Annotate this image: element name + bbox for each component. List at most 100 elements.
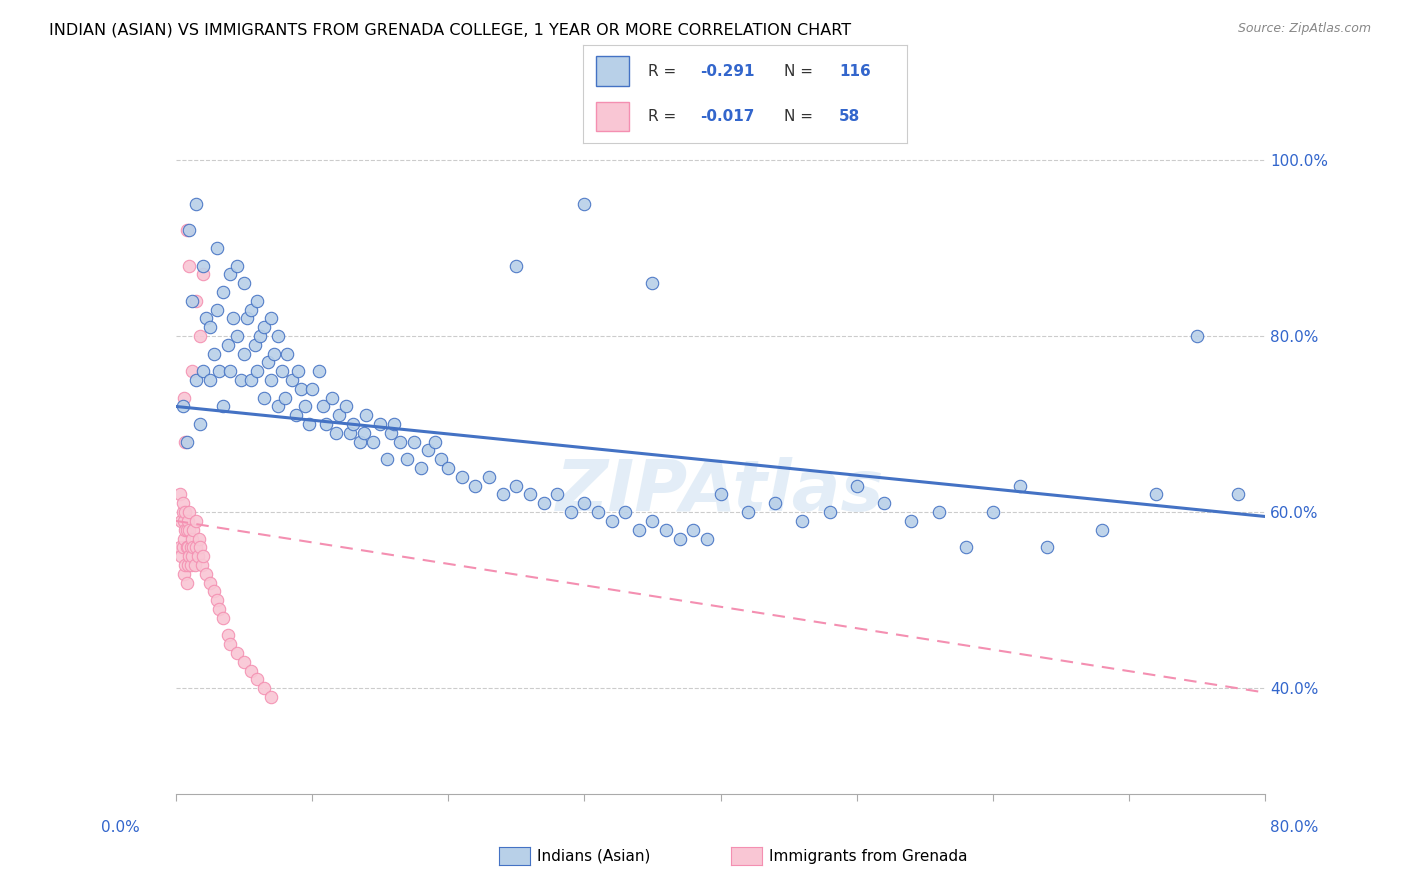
Point bbox=[176, 575, 198, 590]
Point bbox=[198, 320, 221, 334]
Point bbox=[1010, 478, 1032, 492]
Point bbox=[380, 425, 402, 440]
Point bbox=[294, 400, 316, 414]
Text: ZIPAtlas: ZIPAtlas bbox=[557, 458, 884, 526]
Point bbox=[246, 364, 269, 378]
Point bbox=[172, 400, 194, 414]
Point bbox=[232, 276, 254, 290]
Point bbox=[430, 452, 453, 467]
Point bbox=[321, 391, 343, 405]
Point bbox=[246, 293, 269, 308]
Point bbox=[219, 637, 242, 651]
Point bbox=[170, 549, 193, 563]
Point bbox=[710, 487, 733, 501]
Point bbox=[176, 541, 198, 555]
Point bbox=[212, 285, 235, 299]
Point bbox=[186, 549, 209, 563]
Point bbox=[818, 505, 841, 519]
Point bbox=[180, 541, 202, 555]
Point bbox=[308, 364, 330, 378]
Point bbox=[339, 425, 361, 440]
Point bbox=[173, 532, 195, 546]
Point bbox=[194, 566, 217, 581]
Point bbox=[173, 391, 195, 405]
Point bbox=[900, 514, 922, 528]
Point bbox=[184, 558, 207, 572]
Point bbox=[172, 541, 194, 555]
Point bbox=[249, 329, 271, 343]
FancyBboxPatch shape bbox=[596, 102, 628, 131]
Point bbox=[1144, 487, 1167, 501]
Text: -0.017: -0.017 bbox=[700, 109, 754, 124]
Point bbox=[170, 514, 193, 528]
Point bbox=[253, 320, 276, 334]
Point bbox=[181, 532, 204, 546]
Point bbox=[174, 558, 197, 572]
Point bbox=[226, 646, 249, 660]
Point bbox=[186, 373, 208, 387]
Point bbox=[1091, 523, 1114, 537]
Point bbox=[335, 400, 357, 414]
Point bbox=[450, 470, 472, 484]
Point bbox=[409, 461, 432, 475]
Point bbox=[492, 487, 515, 501]
Point bbox=[845, 478, 868, 492]
Point bbox=[356, 409, 378, 423]
Point bbox=[172, 496, 194, 510]
Point bbox=[179, 549, 201, 563]
Point bbox=[260, 373, 283, 387]
Text: N =: N = bbox=[785, 63, 818, 78]
Point bbox=[191, 259, 214, 273]
Point bbox=[315, 417, 337, 431]
Point bbox=[222, 311, 245, 326]
Point bbox=[212, 611, 235, 625]
Text: R =: R = bbox=[648, 109, 682, 124]
Point bbox=[188, 329, 211, 343]
Point bbox=[574, 197, 596, 211]
Point bbox=[792, 514, 814, 528]
Point bbox=[325, 425, 347, 440]
Point bbox=[202, 584, 225, 599]
Point bbox=[276, 346, 298, 360]
Point bbox=[574, 496, 596, 510]
Text: N =: N = bbox=[785, 109, 818, 124]
Point bbox=[219, 268, 242, 282]
Point bbox=[174, 505, 197, 519]
Point bbox=[416, 443, 439, 458]
Point bbox=[205, 241, 228, 255]
Point bbox=[194, 311, 217, 326]
Point bbox=[239, 302, 262, 317]
Point bbox=[208, 602, 231, 616]
Point bbox=[1187, 329, 1209, 343]
Point bbox=[181, 549, 204, 563]
Point bbox=[181, 364, 204, 378]
Point bbox=[655, 523, 678, 537]
Point bbox=[226, 259, 249, 273]
Text: 80.0%: 80.0% bbox=[1271, 821, 1319, 835]
Point bbox=[177, 541, 200, 555]
Point bbox=[600, 514, 623, 528]
Point bbox=[246, 673, 269, 687]
Point bbox=[614, 505, 637, 519]
Point bbox=[1036, 541, 1059, 555]
Point bbox=[179, 505, 201, 519]
Point bbox=[188, 417, 211, 431]
Text: INDIAN (ASIAN) VS IMMIGRANTS FROM GRENADA COLLEGE, 1 YEAR OR MORE CORRELATION CH: INDIAN (ASIAN) VS IMMIGRANTS FROM GRENAD… bbox=[49, 22, 852, 37]
Point bbox=[186, 541, 208, 555]
Point bbox=[361, 434, 384, 449]
Point bbox=[464, 478, 486, 492]
Point bbox=[202, 346, 225, 360]
Point bbox=[404, 434, 426, 449]
Point bbox=[217, 338, 239, 352]
Point bbox=[187, 532, 209, 546]
Point bbox=[191, 364, 214, 378]
Point bbox=[389, 434, 412, 449]
Text: 58: 58 bbox=[839, 109, 860, 124]
Point bbox=[188, 541, 211, 555]
Point bbox=[198, 575, 221, 590]
Point bbox=[263, 346, 285, 360]
Point bbox=[173, 514, 195, 528]
Point bbox=[641, 276, 664, 290]
Point bbox=[668, 532, 690, 546]
Point bbox=[763, 496, 786, 510]
